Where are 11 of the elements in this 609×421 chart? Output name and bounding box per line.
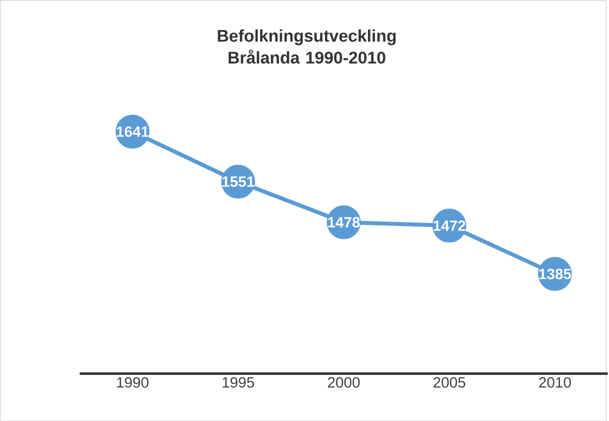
x-tick-label: 2000 bbox=[328, 376, 360, 388]
data-label: 1385 bbox=[539, 268, 572, 280]
x-tick-label: 2005 bbox=[434, 376, 466, 388]
data-label: 1478 bbox=[328, 216, 360, 228]
x-tick-label: 1995 bbox=[222, 376, 254, 388]
x-tick-label: 1990 bbox=[117, 376, 148, 388]
data-label: 1472 bbox=[434, 220, 466, 231]
data-label: 1641 bbox=[116, 126, 149, 137]
x-tick-label: 2010 bbox=[539, 376, 571, 388]
data-label: 1551 bbox=[222, 176, 254, 187]
chart-title: Befolkningsutveckling Brålanda 1990-2010 bbox=[218, 29, 396, 64]
